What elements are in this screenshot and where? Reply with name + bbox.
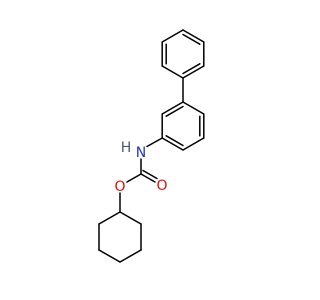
top-phenyl-ring [161, 29, 205, 79]
molecule: H N O O [0, 0, 300, 300]
double-bond [165, 105, 184, 117]
bond [146, 137, 163, 148]
bond [182, 65, 205, 79]
bond [161, 101, 184, 115]
bond [182, 29, 205, 43]
bond [161, 29, 184, 43]
atom-label: O [156, 178, 167, 194]
double-bond [165, 135, 184, 147]
bond [98, 249, 121, 263]
bond [98, 211, 121, 225]
cyclohexane-ring [98, 211, 142, 263]
bond [182, 137, 205, 151]
bond [161, 65, 184, 79]
double-bond [182, 63, 201, 75]
bond [119, 211, 142, 225]
atom-label: N [136, 145, 146, 161]
middle-phenyl-ring [161, 101, 205, 151]
double-bond [182, 33, 201, 45]
bond [182, 101, 205, 115]
bond [140, 173, 156, 183]
atom-label: O [114, 179, 125, 195]
background [0, 0, 300, 300]
bond [126, 173, 142, 183]
atom-label: H [121, 140, 132, 156]
bond [119, 249, 142, 263]
bond [161, 137, 184, 151]
double-bond [142, 169, 158, 180]
